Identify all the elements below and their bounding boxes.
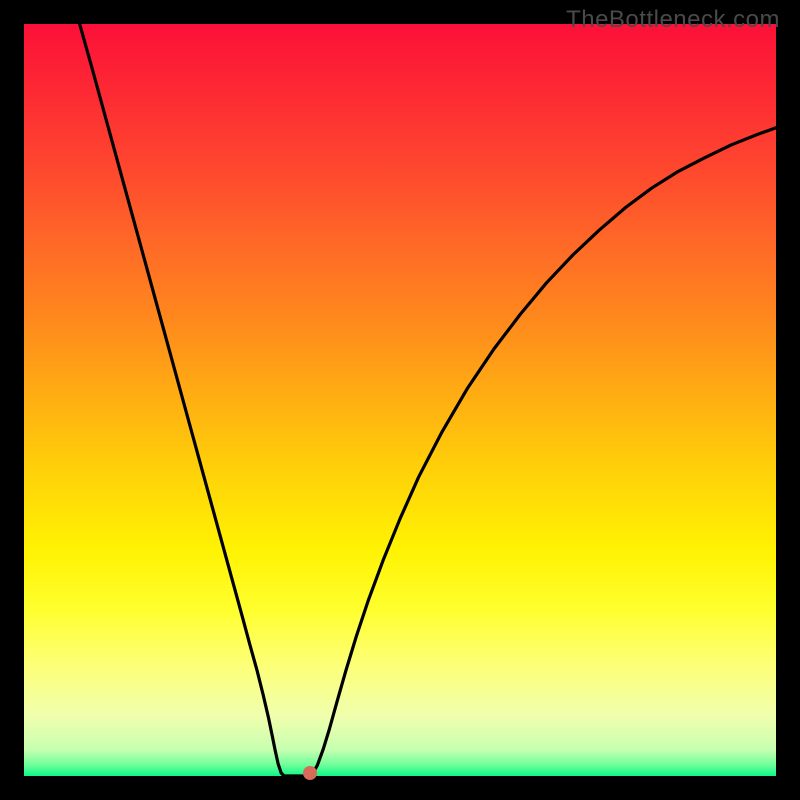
plot-area	[24, 24, 776, 776]
minimum-marker-dot	[303, 766, 317, 780]
bottleneck-curve	[24, 24, 776, 776]
watermark-text: TheBottleneck.com	[566, 6, 780, 34]
chart-container: TheBottleneck.com	[0, 0, 800, 800]
